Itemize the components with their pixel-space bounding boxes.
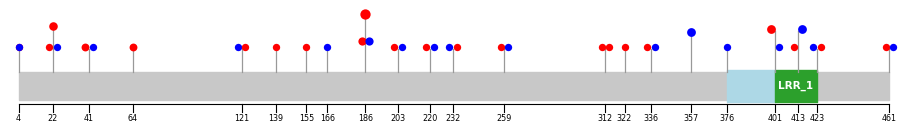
Text: 155: 155 (299, 114, 314, 123)
Text: 413: 413 (791, 114, 805, 123)
Point (886, 46, 901, 48)
Point (640, 46, 655, 48)
Point (806, 46, 821, 48)
Point (427, 46, 441, 48)
Point (11, 46, 25, 48)
Point (787, 46, 802, 48)
Text: 22: 22 (48, 114, 58, 123)
Text: 139: 139 (268, 114, 283, 123)
Point (362, 40, 377, 42)
Point (595, 46, 609, 48)
Point (764, 28, 778, 30)
Point (11, 46, 25, 48)
Point (299, 46, 313, 48)
Point (647, 46, 662, 48)
Text: LRR_1: LRR_1 (778, 81, 814, 91)
Point (238, 46, 252, 48)
Point (878, 46, 893, 48)
Point (394, 46, 409, 48)
Point (617, 46, 632, 48)
Text: 322: 322 (617, 114, 632, 123)
Text: 64: 64 (128, 114, 138, 123)
Point (602, 46, 617, 48)
Point (125, 46, 140, 48)
Point (442, 46, 457, 48)
Text: 312: 312 (598, 114, 613, 123)
Point (501, 46, 516, 48)
Text: 203: 203 (390, 114, 405, 123)
Point (720, 46, 735, 48)
Point (794, 28, 809, 30)
Point (419, 46, 434, 48)
Point (42, 46, 56, 48)
Point (269, 46, 283, 48)
Point (493, 46, 508, 48)
Point (387, 46, 401, 48)
Point (814, 46, 828, 48)
Point (320, 46, 334, 48)
Point (78, 46, 93, 48)
Text: 121: 121 (234, 114, 249, 123)
Text: 166: 166 (320, 114, 335, 123)
Text: 401: 401 (767, 114, 783, 123)
Point (45, 26, 60, 28)
Point (684, 31, 698, 33)
Text: 220: 220 (422, 114, 438, 123)
Text: 186: 186 (358, 114, 373, 123)
Point (772, 46, 786, 48)
Text: 423: 423 (809, 114, 824, 123)
Text: 357: 357 (684, 114, 699, 123)
Text: 4: 4 (16, 114, 21, 123)
Point (354, 40, 369, 42)
Point (231, 46, 245, 48)
Text: 259: 259 (497, 114, 512, 123)
Text: 232: 232 (446, 114, 460, 123)
Point (449, 46, 464, 48)
Text: 336: 336 (644, 114, 658, 123)
Point (358, 13, 372, 15)
Text: 41: 41 (84, 114, 94, 123)
Point (49, 46, 64, 48)
Text: 461: 461 (882, 114, 897, 123)
Point (85, 46, 100, 48)
Text: 376: 376 (720, 114, 735, 123)
